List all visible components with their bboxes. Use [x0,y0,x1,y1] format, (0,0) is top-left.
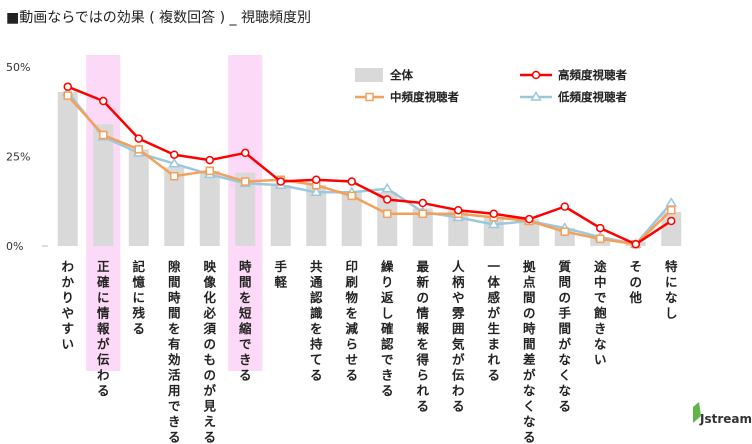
x-axis-labels: わかりやすい 正確に情報が伝わる 記憶に残る 隙間時間を有効活用できる 映像化必須のもの… [61,259,678,444]
y-tick-label: 25% [6,151,30,164]
x-tick-label: 隙間時間を有効活用できる [167,259,181,444]
data-point [560,202,569,211]
data-point [596,234,605,244]
bar [661,211,682,246]
logo-mark-icon [693,402,701,423]
x-tick-label: 繰り返し確認できる [381,259,394,398]
series-line [66,94,673,246]
line-series [61,82,678,249]
bar [164,167,185,246]
x-tick-label: 人柄や雰囲気が伝わる [452,259,465,414]
data-point [99,96,108,106]
x-tick-label: 最新の情報を得られる [415,259,429,414]
data-point [63,82,72,91]
data-point [241,148,250,158]
logo-text: Jstream [699,412,752,426]
x-tick-label: 正確に情報が伝わる [97,259,110,398]
bar [306,185,327,246]
bar [128,149,149,246]
x-tick-label: 途中で飽きない [593,259,607,367]
jstream-logo: Jstream [693,402,752,426]
data-point [170,150,179,159]
data-point [489,209,498,219]
legend-marker-mid [365,92,374,102]
data-point [241,177,250,186]
series-line [67,85,672,246]
x-tick-label: 拠点間の時間差がなくなる [522,259,536,444]
data-point [596,223,605,233]
legend-marker-low [530,91,542,101]
bar-series [57,92,682,246]
legend-label-high: 高頻度視聴者 [558,68,627,82]
data-point [665,197,678,207]
data-point [525,214,534,224]
data-point [631,239,640,249]
data-point [168,157,181,168]
data-point [99,130,108,140]
bar [412,208,433,246]
data-point [276,177,285,186]
data-point [205,166,214,176]
bar [57,92,78,246]
data-point [667,205,676,215]
data-point [418,209,427,219]
x-tick-label: 質問の手間がなくなる [558,259,571,414]
data-point [347,191,356,201]
legend: 全体 高頻度視聴者 中頻度視聴者 低頻度視聴者 [355,68,627,104]
x-tick-label: 時間を短縮できる [239,259,252,383]
data-point [347,177,356,186]
x-tick-label: 記憶に残る [132,259,145,336]
y-tick-label: 0% [6,240,23,253]
x-tick-label: 手軽 [274,259,287,290]
legend-swatch-overall [355,68,383,82]
data-point [134,134,143,143]
x-tick-label: わかりやすい [61,259,74,352]
x-tick-label: 共通認識を持てる [310,259,323,383]
bar [270,185,291,246]
y-tick-label: 50% [6,61,30,74]
data-point [383,195,392,204]
data-point [312,175,321,185]
chart-title: ■動画ならではの効果 ( 複数回答 ) _ 視聴頻度別 [6,9,311,26]
data-point [383,209,392,219]
legend-marker-high [531,70,541,80]
data-point [560,227,569,236]
data-point [63,91,72,100]
series-line [66,91,673,246]
data-point [418,198,427,208]
bar [93,124,114,246]
bar [341,192,362,246]
data-point [381,182,394,193]
x-tick-label: 印刷物を減らせる [345,259,358,383]
bar [235,172,256,246]
legend-label-mid: 中頻度視聴者 [390,90,459,104]
y-axis: 50% 25% 0% [6,61,48,253]
x-tick-label: 特になし [665,259,678,321]
bar [377,192,398,246]
x-tick-label: 映像化必須のものが見える [202,259,216,444]
bar [199,170,220,246]
data-point [310,186,323,197]
data-point [170,171,179,181]
data-point [205,155,214,165]
data-point [454,205,463,215]
legend-label-low: 低頻度視聴者 [557,90,627,104]
data-point [487,218,500,229]
data-point [134,145,143,154]
x-tick-label: その他 [628,259,642,305]
bar [519,219,540,246]
x-tick-label: 一体感が生まれる [487,259,500,383]
legend-label-overall: 全体 [389,68,413,82]
data-point [667,216,676,226]
